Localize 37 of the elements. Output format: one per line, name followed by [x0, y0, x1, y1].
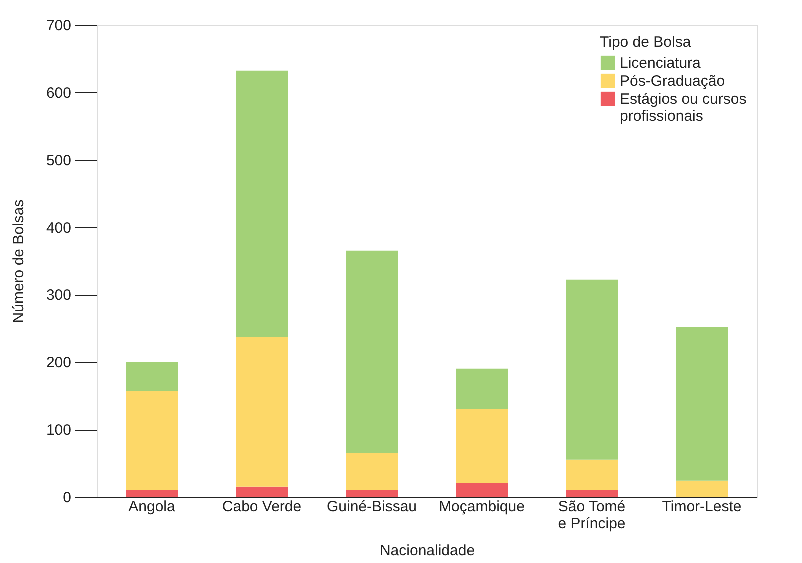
bar: [566, 490, 618, 497]
bar: [236, 486, 288, 497]
y-tick-label: 100: [46, 422, 72, 440]
x-tick-label: São Tomé e Príncipe: [558, 498, 626, 532]
y-tick-label: 400: [46, 220, 72, 237]
bar: [126, 490, 178, 497]
x-axis-title: Nacionalidade: [380, 542, 476, 560]
bar: [676, 327, 728, 481]
x-tick-label: Moçambique: [439, 498, 525, 516]
x-tick-label: Timor-Leste: [662, 498, 742, 516]
legend-label: Pós-Graduação: [620, 73, 726, 90]
bar: [126, 391, 178, 490]
bar: [126, 362, 178, 392]
x-tick-label: Cabo Verde: [222, 498, 302, 516]
y-axis-title: Número de Bolsas: [10, 200, 28, 324]
y-tick-label: 300: [46, 287, 72, 304]
bar: [566, 280, 618, 460]
bar: [456, 368, 508, 410]
y-tick-label: 500: [46, 152, 72, 170]
y-tick-label: 700: [46, 18, 72, 34]
bar: [456, 484, 508, 497]
bar: [456, 409, 508, 484]
bar: [346, 490, 398, 497]
bar: [236, 70, 288, 338]
bar: [346, 453, 398, 490]
bar: [236, 337, 288, 487]
bar: [566, 460, 618, 490]
legend-title: Tipo de Bolsa: [600, 34, 692, 51]
bar: [676, 480, 728, 497]
x-tick-label: Angola: [128, 498, 176, 516]
bar: [346, 250, 398, 454]
x-tick-label: Guiné-Bissau: [326, 498, 418, 516]
y-tick-label: 0: [63, 490, 72, 506]
legend-label: Estágios ou cursos profissionais: [620, 91, 747, 125]
y-tick-label: 200: [46, 354, 72, 372]
legend-label: Licenciatura: [620, 55, 702, 72]
y-tick-label: 600: [46, 84, 72, 102]
